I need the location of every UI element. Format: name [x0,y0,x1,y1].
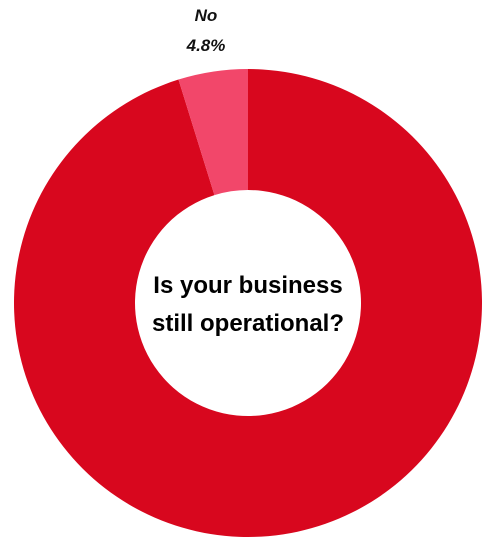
slice-yes [14,69,482,537]
center-title-line-2: still operational? [152,310,344,337]
donut-slices [14,69,482,537]
slice-no [178,69,248,196]
slice-label-no: No [195,6,218,25]
slice-value-no: 4.8% [186,36,226,55]
center-title-line-1: Is your business [153,272,342,299]
